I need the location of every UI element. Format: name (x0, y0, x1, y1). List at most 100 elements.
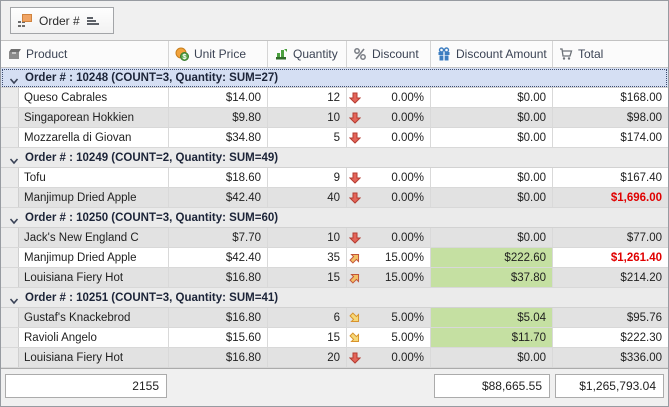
unit-price-cell[interactable]: $42.40 (169, 188, 268, 207)
product-cell[interactable]: Manjimup Dried Apple (19, 188, 169, 207)
quantity-cell[interactable]: 12 (268, 88, 347, 107)
unit-price-cell[interactable]: $14.00 (169, 88, 268, 107)
discount-amount-cell[interactable]: $37.80 (431, 268, 553, 287)
table-row[interactable]: Ravioli Angelo $15.60 15 5.00% $11.70 $2… (1, 328, 668, 348)
group-row[interactable]: Order # : 10249 (COUNT=2, Quantity: SUM=… (1, 148, 668, 168)
product-cell[interactable]: Singaporean Hokkien (19, 108, 169, 127)
discount-cell[interactable]: 15.00% (347, 248, 431, 267)
discount-cell[interactable]: 5.00% (347, 308, 431, 327)
table-row[interactable]: Jack's New England C $7.70 10 0.00% $0.0… (1, 228, 668, 248)
unit-price-cell[interactable]: $42.40 (169, 248, 268, 267)
group-indent-cell (1, 188, 19, 207)
discount-amount-cell[interactable]: $5.04 (431, 308, 553, 327)
discount-amount-cell[interactable]: $0.00 (431, 348, 553, 367)
product-cell[interactable]: Manjimup Dried Apple (19, 248, 169, 267)
product-cell[interactable]: Queso Cabrales (19, 88, 169, 107)
quantity-cell[interactable]: 35 (268, 248, 347, 267)
discount-amount-cell[interactable]: $0.00 (431, 88, 553, 107)
quantity-cell[interactable]: 20 (268, 348, 347, 367)
product-cell[interactable]: Ravioli Angelo (19, 328, 169, 347)
total-cell[interactable]: $77.00 (553, 228, 668, 247)
column-header-total[interactable]: Total (553, 41, 668, 67)
product-cell[interactable]: Gustaf's Knackebrod (19, 308, 169, 327)
unit-price-cell[interactable]: $34.80 (169, 128, 268, 147)
total-cell[interactable]: $336.00 (553, 348, 668, 367)
column-header-discount[interactable]: Discount (347, 41, 431, 67)
total-cell[interactable]: $98.00 (553, 108, 668, 127)
group-field-order-number[interactable]: Order # (10, 7, 114, 34)
table-row[interactable]: Mozzarella di Giovan $34.80 5 0.00% $0.0… (1, 128, 668, 148)
table-row[interactable]: Singaporean Hokkien $9.80 10 0.00% $0.00… (1, 108, 668, 128)
column-header-discount-amount[interactable]: Discount Amount (431, 41, 553, 67)
total-cell[interactable]: $174.00 (553, 128, 668, 147)
column-header-product[interactable]: Product (1, 41, 169, 67)
chevron-down-icon[interactable] (9, 153, 19, 164)
group-row[interactable]: Order # : 10248 (COUNT=3, Quantity: SUM=… (1, 68, 668, 88)
unit-price-cell[interactable]: $16.80 (169, 308, 268, 327)
discount-amount-cell[interactable]: $0.00 (431, 188, 553, 207)
discount-cell[interactable]: 0.00% (347, 228, 431, 247)
discount-amount-cell[interactable]: $0.00 (431, 128, 553, 147)
product-cell[interactable]: Louisiana Fiery Hot (19, 268, 169, 287)
total-cell[interactable]: $1,261.40 (553, 248, 668, 267)
discount-cell[interactable]: 0.00% (347, 168, 431, 187)
discount-amount-cell[interactable]: $222.60 (431, 248, 553, 267)
column-header-label: Discount Amount (456, 47, 547, 61)
column-header-quantity[interactable]: Quantity (268, 41, 347, 67)
table-row[interactable]: Manjimup Dried Apple $42.40 35 15.00% $2… (1, 248, 668, 268)
product-cell[interactable]: Mozzarella di Giovan (19, 128, 169, 147)
unit-price-cell[interactable]: $9.80 (169, 108, 268, 127)
group-row[interactable]: Order # : 10250 (COUNT=3, Quantity: SUM=… (1, 208, 668, 228)
chevron-down-icon[interactable] (9, 213, 19, 224)
table-row[interactable]: Louisiana Fiery Hot $16.80 15 15.00% $37… (1, 268, 668, 288)
discount-amount-cell[interactable]: $11.70 (431, 328, 553, 347)
group-row[interactable]: Order # : 10251 (COUNT=3, Quantity: SUM=… (1, 288, 668, 308)
discount-cell[interactable]: 0.00% (347, 88, 431, 107)
table-row[interactable]: Manjimup Dried Apple $42.40 40 0.00% $0.… (1, 188, 668, 208)
discount-percent: 15.00% (384, 251, 424, 264)
group-by-panel[interactable]: Order # (1, 1, 668, 41)
discount-cell[interactable]: 0.00% (347, 128, 431, 147)
chevron-down-icon[interactable] (9, 293, 19, 304)
discount-percent: 0.00% (391, 171, 424, 184)
total-cell[interactable]: $95.76 (553, 308, 668, 327)
quantity-cell[interactable]: 5 (268, 128, 347, 147)
discount-amount-cell[interactable]: $0.00 (431, 228, 553, 247)
total-cell[interactable]: $167.40 (553, 168, 668, 187)
product-cell[interactable]: Louisiana Fiery Hot (19, 348, 169, 367)
unit-price-cell[interactable]: $15.60 (169, 328, 268, 347)
discount-amount-cell[interactable]: $0.00 (431, 108, 553, 127)
table-row[interactable]: Tofu $18.60 9 0.00% $0.00 $167.40 (1, 168, 668, 188)
discount-amount-cell[interactable]: $0.00 (431, 168, 553, 187)
quantity-cell[interactable]: 40 (268, 188, 347, 207)
chevron-down-icon[interactable] (9, 73, 19, 84)
group-indent-cell (1, 108, 19, 127)
discount-cell[interactable]: 15.00% (347, 268, 431, 287)
discount-percent: 5.00% (391, 311, 424, 324)
quantity-cell[interactable]: 9 (268, 168, 347, 187)
total-cell[interactable]: $168.00 (553, 88, 668, 107)
table-row[interactable]: Gustaf's Knackebrod $16.80 6 5.00% $5.04… (1, 308, 668, 328)
quantity-cell[interactable]: 10 (268, 228, 347, 247)
unit-price-cell[interactable]: $16.80 (169, 348, 268, 367)
unit-price-cell[interactable]: $7.70 (169, 228, 268, 247)
quantity-cell[interactable]: 6 (268, 308, 347, 327)
unit-price-cell[interactable]: $16.80 (169, 268, 268, 287)
discount-cell[interactable]: 0.00% (347, 188, 431, 207)
product-cell[interactable]: Jack's New England C (19, 228, 169, 247)
discount-cell[interactable]: 5.00% (347, 328, 431, 347)
quantity-cell[interactable]: 10 (268, 108, 347, 127)
total-cell[interactable]: $1,696.00 (553, 188, 668, 207)
total-cell[interactable]: $222.30 (553, 328, 668, 347)
table-row[interactable]: Louisiana Fiery Hot $16.80 20 0.00% $0.0… (1, 348, 668, 368)
unit-price-cell[interactable]: $18.60 (169, 168, 268, 187)
discount-cell[interactable]: 0.00% (347, 348, 431, 367)
discount-cell[interactable]: 0.00% (347, 108, 431, 127)
column-header-unit-price[interactable]: $ Unit Price (169, 41, 268, 67)
table-row[interactable]: Queso Cabrales $14.00 12 0.00% $0.00 $16… (1, 88, 668, 108)
quantity-cell[interactable]: 15 (268, 328, 347, 347)
group-header-text: Order # : 10249 (COUNT=2, Quantity: SUM=… (25, 151, 279, 164)
quantity-cell[interactable]: 15 (268, 268, 347, 287)
product-cell[interactable]: Tofu (19, 168, 169, 187)
total-cell[interactable]: $214.20 (553, 268, 668, 287)
